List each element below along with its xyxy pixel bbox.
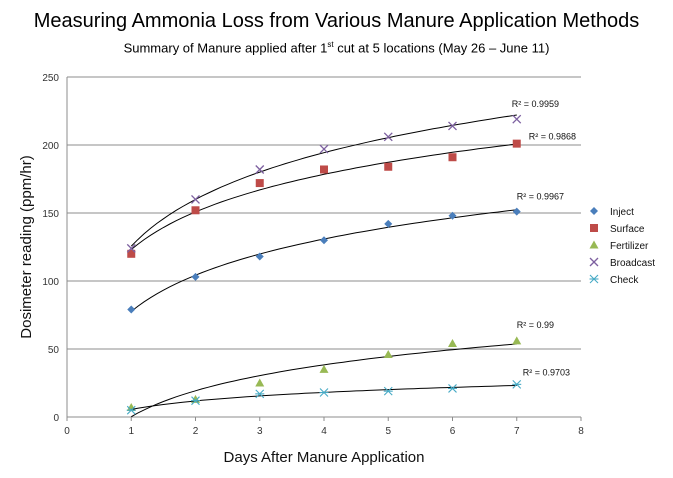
point-broadcast [383, 132, 393, 142]
point-surface [191, 206, 200, 215]
trendline-check [131, 385, 517, 410]
trendline-broadcast [130, 114, 517, 247]
point-surface [384, 162, 393, 171]
x-tick-label: 6 [450, 426, 456, 437]
trendline-surface [130, 143, 517, 250]
r2-label-inject: R² = 0.9967 [517, 192, 564, 202]
x-tick-label: 1 [128, 426, 134, 437]
point-broadcast-stroke [191, 194, 200, 204]
x-tick-label: 5 [385, 426, 391, 437]
point-broadcast [319, 144, 329, 154]
point-surface [320, 165, 328, 174]
legend-marker-fertilizer [589, 240, 599, 249]
point-surface [448, 153, 457, 162]
subtitle-post: cut at 5 locations (May 26 – June 11) [333, 40, 550, 56]
legend-label-broadcast: Broadcast [610, 258, 655, 269]
point-fertilizer [319, 364, 329, 373]
r2-label-surface: R² = 0.9868 [529, 132, 576, 142]
point-inject [384, 219, 393, 228]
y-tick-label: 250 [42, 73, 59, 84]
point-broadcast-stroke [512, 114, 522, 124]
point-inject [512, 207, 521, 216]
point-check [448, 384, 457, 393]
x-tick-label: 4 [321, 426, 327, 437]
legend-label-fertilizer: Fertilizer [610, 241, 649, 252]
point-broadcast-stroke [255, 165, 265, 174]
point-inject [191, 272, 200, 281]
point-check [126, 405, 136, 415]
point-broadcast-stroke [319, 144, 329, 154]
trendline-inject [130, 209, 517, 312]
y-tick-label: 150 [42, 209, 59, 220]
legend-label-surface: Surface [610, 224, 645, 235]
point-broadcast [448, 121, 457, 131]
point-check [191, 396, 200, 406]
y-tick-label: 50 [48, 345, 60, 356]
point-inject [127, 305, 136, 314]
point-broadcast [512, 114, 522, 124]
x-tick-label: 2 [193, 426, 199, 437]
legend-label-inject: Inject [610, 207, 634, 218]
legend-marker-broadcast-stroke [589, 257, 599, 267]
x-tick-label: 0 [64, 426, 70, 437]
r2-label-fertilizer: R² = 0.99 [517, 320, 554, 330]
point-fertilizer [448, 339, 457, 348]
point-broadcast [126, 243, 136, 253]
point-surface [255, 179, 264, 188]
x-axis-label: Days After Manure Application [224, 449, 425, 466]
point-fertilizer [255, 378, 265, 387]
chart-subtitle: Summary of Manure applied after 1st cut … [0, 40, 673, 55]
point-check [319, 388, 329, 397]
point-broadcast-stroke [383, 132, 393, 142]
point-check [383, 386, 393, 396]
legend-label-check: Check [610, 275, 639, 286]
y-tick-label: 0 [53, 413, 59, 424]
subtitle-sup: st [327, 40, 334, 49]
legend-marker-surface [590, 224, 598, 232]
subtitle-pre: Summary of Manure applied after 1 [123, 40, 328, 56]
point-broadcast [255, 165, 265, 174]
point-surface [127, 249, 136, 258]
trendline-fertilizer [131, 343, 517, 418]
x-tick-label: 7 [514, 426, 520, 437]
y-tick-label: 200 [42, 141, 59, 152]
point-broadcast [191, 194, 200, 204]
point-check [255, 389, 265, 399]
y-tick-label: 100 [42, 277, 59, 288]
point-check [512, 379, 522, 389]
point-broadcast-stroke [126, 243, 136, 253]
point-broadcast-stroke [448, 121, 457, 131]
y-axis-label: Dosimeter reading (ppm/hr) [18, 155, 35, 338]
point-fertilizer [512, 336, 522, 345]
point-fertilizer [383, 349, 393, 358]
legend-marker-broadcast [589, 257, 599, 267]
legend-marker-check [589, 274, 599, 284]
point-inject [255, 252, 264, 261]
point-surface [512, 139, 521, 148]
x-tick-label: 8 [578, 426, 584, 437]
point-inject [448, 211, 457, 220]
r2-label-check: R² = 0.9703 [523, 367, 570, 377]
point-inject [320, 236, 328, 245]
x-tick-label: 3 [257, 426, 263, 437]
legend-marker-inject [590, 207, 598, 215]
chart-title: Measuring Ammonia Loss from Various Manu… [33, 10, 640, 32]
r2-label-broadcast: R² = 0.9959 [512, 99, 559, 109]
